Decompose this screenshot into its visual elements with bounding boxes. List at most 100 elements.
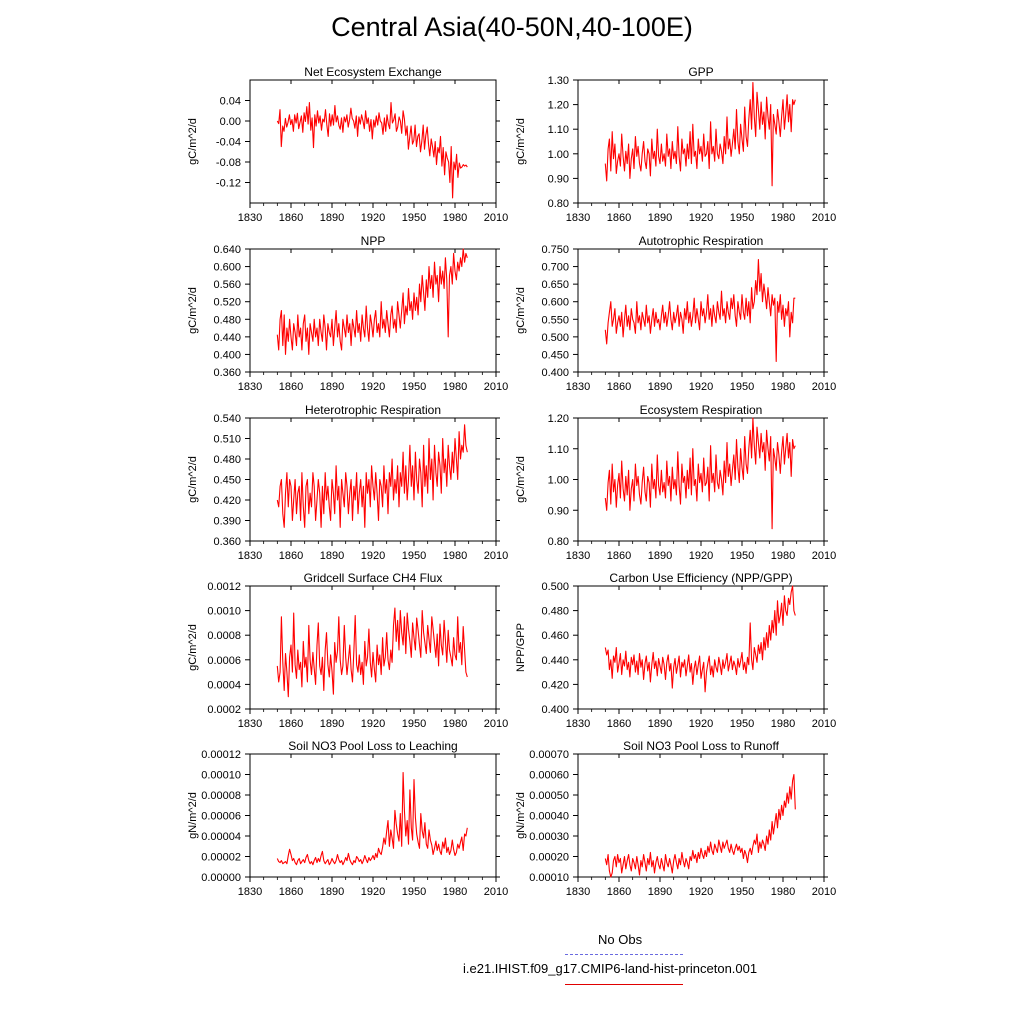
y-tick-label: 0.700 xyxy=(541,262,569,274)
x-tick-label: 1860 xyxy=(279,886,303,898)
y-tick-label: 0.00006 xyxy=(201,811,241,823)
y-tick-label: 1.00 xyxy=(548,475,569,487)
x-tick-label: 1890 xyxy=(648,718,672,730)
y-tick-label: 0.400 xyxy=(541,704,569,716)
x-tick-label: 1830 xyxy=(566,212,590,224)
x-tick-label: 2010 xyxy=(484,550,508,562)
x-tick-label: 1950 xyxy=(402,550,426,562)
series-line xyxy=(604,585,796,693)
y-tick-label: 0.0010 xyxy=(207,606,241,618)
x-tick-label: 1920 xyxy=(689,212,713,224)
series-line xyxy=(276,248,468,355)
chart-panel: Soil NO3 Pool Loss to Leaching 1830 1860 18… xyxy=(187,739,508,898)
x-tick-label: 1860 xyxy=(607,212,631,224)
x-tick-label: 1920 xyxy=(689,550,713,562)
x-tick-label: 1890 xyxy=(320,718,344,730)
y-axis-label: gC/m^2/d xyxy=(187,287,199,334)
y-tick-label: 0.750 xyxy=(541,244,569,256)
y-tick-label: 0.440 xyxy=(541,655,569,667)
x-tick-label: 1950 xyxy=(730,381,754,393)
x-tick-label: 1980 xyxy=(771,381,795,393)
y-tick-label: 0.0004 xyxy=(207,679,241,691)
y-tick-label: 0.480 xyxy=(541,606,569,618)
y-tick-label: 0.500 xyxy=(541,332,569,344)
x-tick-label: 1830 xyxy=(566,381,590,393)
series-line xyxy=(604,81,796,187)
x-tick-label: 2010 xyxy=(812,550,836,562)
page-title: Central Asia(40-50N,40-100E) xyxy=(331,12,693,42)
x-tick-label: 2010 xyxy=(484,381,508,393)
y-tick-label: 1.00 xyxy=(548,149,569,161)
y-tick-label: 0.520 xyxy=(213,297,241,309)
x-tick-label: 1950 xyxy=(730,886,754,898)
x-tick-label: 1950 xyxy=(730,550,754,562)
y-axis-label: gC/m^2/d xyxy=(187,624,199,671)
x-tick-label: 1980 xyxy=(443,550,467,562)
y-tick-label: 0.500 xyxy=(541,581,569,593)
series-line xyxy=(604,773,796,878)
y-tick-label: 1.30 xyxy=(548,75,569,87)
x-tick-label: 2010 xyxy=(812,381,836,393)
x-tick-label: 1830 xyxy=(566,718,590,730)
chart-panel: NPP 1830 1860 1890 1920 1950 1980 2010 0.640 0.60… xyxy=(187,234,508,393)
x-tick-label: 1920 xyxy=(689,381,713,393)
y-tick-label: 0.650 xyxy=(541,279,569,291)
y-tick-label: 0.600 xyxy=(541,297,569,309)
y-axis-label: gC/m^2/d xyxy=(515,287,527,334)
x-tick-label: 1860 xyxy=(279,550,303,562)
panel-title: Heterotrophic Respiration xyxy=(305,403,441,417)
y-tick-label: 0.540 xyxy=(213,413,241,425)
x-tick-label: 1920 xyxy=(361,886,385,898)
chart-panel: Autotrophic Respiration 1830 1860 1890 1920 1… xyxy=(515,234,836,393)
y-tick-label: 0.360 xyxy=(213,536,241,548)
series-line xyxy=(276,607,468,698)
y-tick-label: 0.480 xyxy=(213,314,241,326)
chart-panel: GPP 1830 1860 1890 1920 1950 1980 2010 1.30 1.20 1… xyxy=(515,65,836,224)
y-tick-label: 0.00050 xyxy=(529,790,569,802)
y-axis-label: gC/m^2/d xyxy=(187,118,199,165)
x-tick-label: 2010 xyxy=(484,886,508,898)
x-tick-label: 1890 xyxy=(320,550,344,562)
y-tick-label: 0.00010 xyxy=(529,872,569,884)
y-tick-label: 0.90 xyxy=(548,505,569,517)
x-tick-label: 2010 xyxy=(812,886,836,898)
y-tick-label: 0.440 xyxy=(213,332,241,344)
x-tick-label: 1830 xyxy=(238,886,262,898)
x-tick-label: 1980 xyxy=(771,550,795,562)
y-tick-label: 0.00020 xyxy=(529,852,569,864)
x-tick-label: 1980 xyxy=(443,886,467,898)
x-tick-label: 1980 xyxy=(443,212,467,224)
y-tick-label: 0.0006 xyxy=(207,655,241,667)
chart-panel: Gridcell Surface CH4 Flux 1830 1860 1890 192… xyxy=(187,571,508,730)
y-axis-label: NPP/GPP xyxy=(515,623,527,672)
y-tick-label: 0.460 xyxy=(541,630,569,642)
plot-frame xyxy=(249,79,497,204)
y-tick-label: 0.00008 xyxy=(201,790,241,802)
x-tick-label: 1920 xyxy=(361,718,385,730)
chart-panel: Soil NO3 Pool Loss to Runoff 1830 1860 1890… xyxy=(515,739,836,898)
x-tick-label: 1830 xyxy=(238,550,262,562)
x-tick-label: 1980 xyxy=(443,381,467,393)
y-tick-label: 0.80 xyxy=(548,198,569,210)
x-tick-label: 1920 xyxy=(361,381,385,393)
x-tick-label: 1860 xyxy=(279,381,303,393)
y-tick-label: 0.550 xyxy=(541,314,569,326)
x-tick-label: 1830 xyxy=(566,550,590,562)
x-tick-label: 2010 xyxy=(812,718,836,730)
y-tick-label: 0.510 xyxy=(213,434,241,446)
y-tick-label: 0.560 xyxy=(213,279,241,291)
y-axis-label: gC/m^2/d xyxy=(515,456,527,503)
x-tick-label: 1950 xyxy=(730,718,754,730)
series-line xyxy=(604,258,796,363)
panel-title: GPP xyxy=(688,65,713,79)
y-tick-label: 1.20 xyxy=(548,413,569,425)
x-tick-label: 1860 xyxy=(279,718,303,730)
y-axis-label: gC/m^2/d xyxy=(187,456,199,503)
panel-title: Soil NO3 Pool Loss to Runoff xyxy=(623,739,780,753)
x-tick-label: 1830 xyxy=(238,718,262,730)
x-tick-label: 1860 xyxy=(607,718,631,730)
x-tick-label: 1950 xyxy=(402,381,426,393)
y-tick-label: 0.00002 xyxy=(201,852,241,864)
y-axis-label: gC/m^2/d xyxy=(515,118,527,165)
